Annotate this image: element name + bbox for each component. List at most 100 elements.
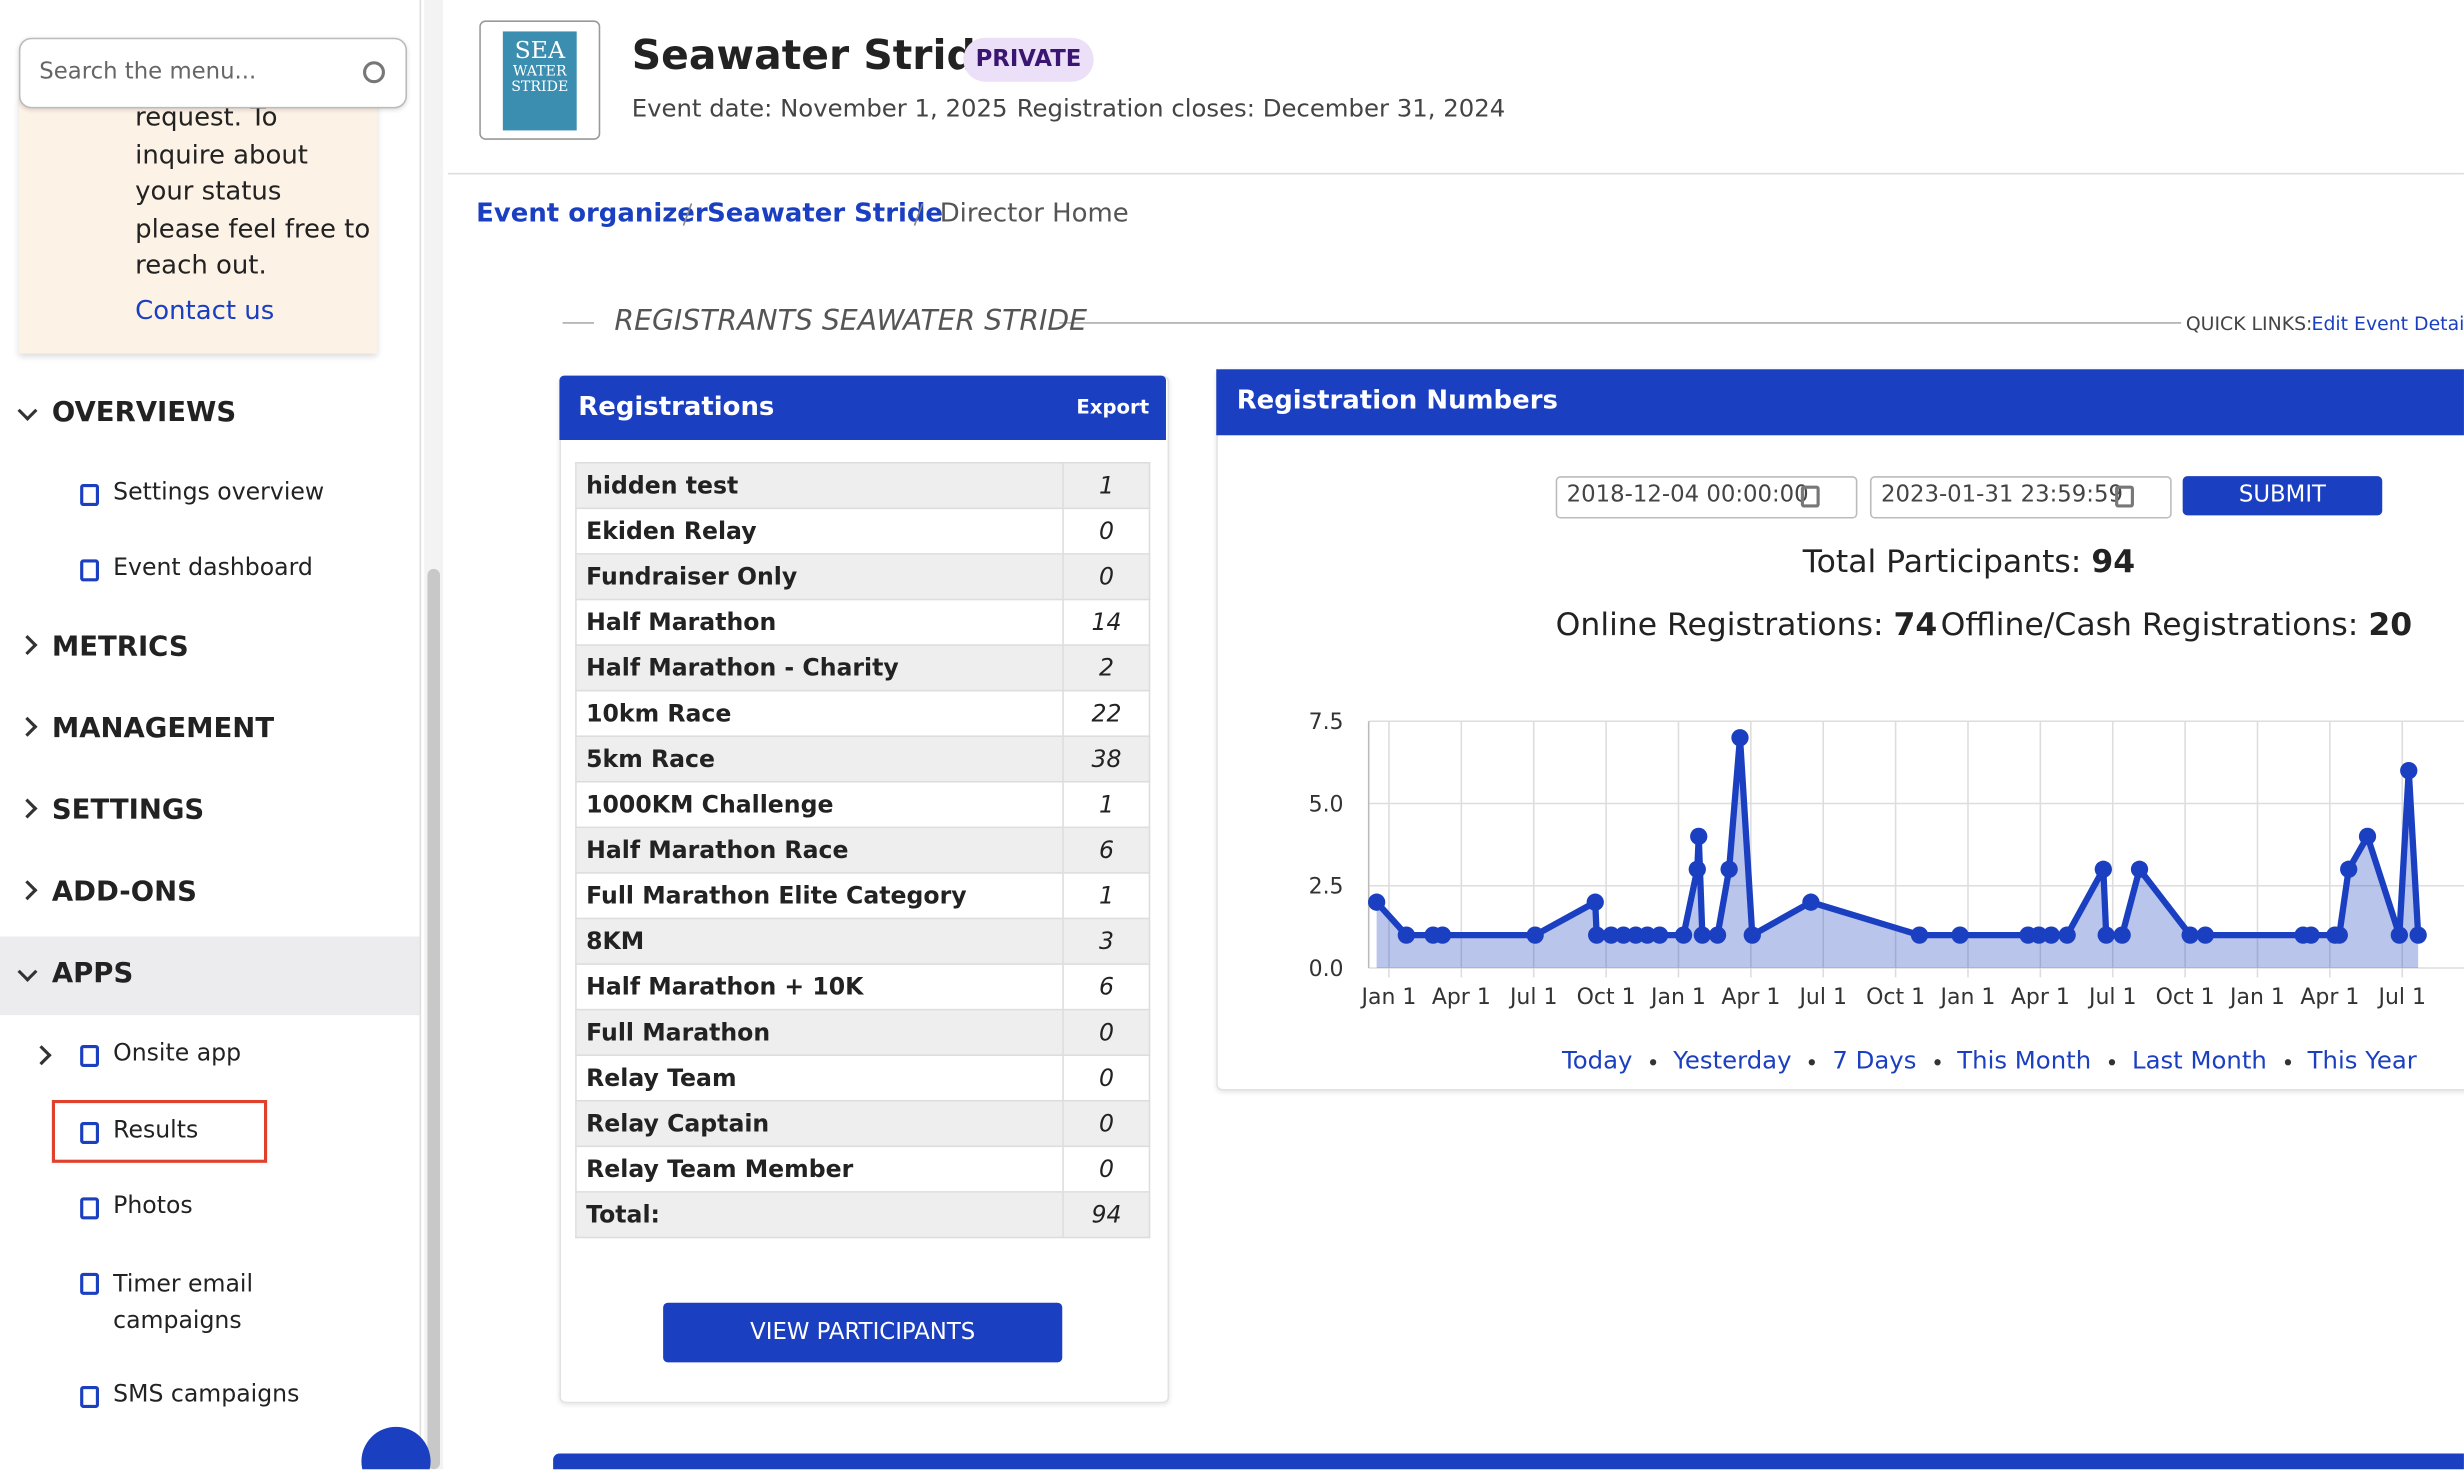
table-row: Ekiden Relay 0 [575,507,1151,555]
section-heading[interactable]: ADD-ONS [51,876,197,909]
x-tick-label: Oct 1 [1866,985,1925,1010]
point [1693,926,1711,944]
panel-header [1216,369,2464,436]
range-link[interactable]: This Year [2307,1046,2417,1075]
apps-highlight [0,936,420,1016]
point [1614,926,1633,944]
submit-button[interactable]: SUBMIT [2182,476,2383,516]
point [2196,926,2215,944]
icon [80,1272,99,1295]
range-link[interactable]: Yesterday [1673,1046,1792,1075]
scrollbar-thumb[interactable] [427,568,440,1470]
row-name: 8KM [575,917,1065,965]
row-value: 1 [1062,872,1151,920]
breadcrumb-link[interactable]: Seawater Stride [707,197,944,228]
breadcrumb-link[interactable]: Event organizer [476,197,708,228]
section-heading[interactable]: APPS [51,958,134,990]
date-input[interactable] [1555,476,1858,519]
view-participants-button[interactable]: VIEW PARTICIPANTS [663,1302,1063,1363]
panel-title: Registration Numbers [1236,384,1558,415]
offline-label: Offline/Cash Registrations: [1940,604,2359,643]
row-value: 0 [1062,553,1151,601]
menu-item[interactable]: Onsite app [113,1038,242,1067]
row-value: 38 [1062,735,1151,783]
point [1651,926,1669,944]
menu-item[interactable]: Event dashboard [113,553,313,582]
icon [80,1385,99,1408]
x-tick-label: Apr 1 [2011,985,2070,1010]
table-row: Full Marathon 0 [575,1008,1151,1056]
menu-item[interactable]: Photos [113,1191,193,1220]
menu-item[interactable]: Settings overview [113,477,325,506]
row-value: 0 [1062,507,1151,555]
calendar-icon[interactable] [2115,485,2134,508]
calendar-icon[interactable] [1800,485,1820,508]
rule [1059,322,2182,324]
y-tick-label: 2.5 [1309,875,1344,900]
point [2094,860,2112,878]
row-value: 1 [1062,461,1151,510]
separator-dot [2284,1058,2291,1065]
table-row: Relay Team Member 0 [575,1145,1151,1193]
logo-text: SEA [514,36,565,65]
logo: SEA WATER STRIDE [502,31,577,131]
range-link[interactable]: This Month [1957,1046,2092,1075]
logo-text: STRIDE [511,80,569,96]
event-date: Event date: November 1, 2025 [631,94,1008,123]
section-heading[interactable]: OVERVIEWS [51,397,237,429]
row-name: 10km Race [575,689,1065,737]
y-tick-label: 0.0 [1309,957,1344,982]
point [1526,926,1544,944]
range-link[interactable]: Today [1561,1046,1633,1075]
point [2042,926,2060,944]
section-title: REGISTRANTS SEAWATER STRIDE [614,304,1088,338]
section-heading[interactable]: SETTINGS [51,795,205,827]
x-tick-label: Jul 1 [2376,985,2426,1010]
separator-dot [1649,1058,1656,1065]
registration-closes: Registration closes: December 31, 2024 [1016,94,1506,123]
point [2330,926,2348,944]
search-icon[interactable] [362,61,385,84]
row-name: Full Marathon [575,1008,1065,1056]
table-row: Fundraiser Only 0 [575,553,1151,601]
menu-item[interactable]: Results [113,1115,199,1144]
range-link[interactable]: Last Month [2131,1046,2267,1075]
export-link[interactable]: Export [1076,394,1150,418]
row-name: hidden test [575,461,1065,510]
search-box[interactable] [18,37,407,109]
point [1743,926,1761,944]
menu-item[interactable]: Timer email campaigns [113,1269,254,1335]
point [1397,926,1415,944]
point [2340,860,2358,878]
date-to: 2023-01-31 23:59:59 [1880,482,2123,508]
logo-frame [479,20,601,140]
icon [80,483,99,506]
range-link[interactable]: 7 Days [1832,1046,1917,1075]
menu-item[interactable]: SMS campaigns [113,1379,300,1408]
highlight-box [51,1099,268,1163]
icon [80,1044,99,1067]
line [1374,734,2422,939]
row-value: 3 [1062,917,1151,965]
point [2130,860,2149,878]
point [1674,926,1693,944]
next-panel-header [553,1453,2464,1470]
point [1720,860,1738,878]
row-name: Half Marathon [575,598,1065,646]
row-name: Half Marathon Race [575,826,1065,874]
row-name: Ekiden Relay [575,507,1065,555]
range-links: Today Yesterday 7 Days This Month Last Month… [1562,1047,2417,1075]
x-tick-label: Apr 1 [2300,985,2359,1010]
online-value: 74 [1893,604,1938,643]
section-heading[interactable]: MANAGEMENT [51,713,275,745]
quick-link[interactable]: Edit Event Details [2311,312,2464,335]
point [1433,926,1452,944]
contact-link[interactable]: Contact us [135,295,275,326]
section-heading[interactable]: METRICS [51,631,189,664]
table-row: Full Marathon Elite Category 1 [575,872,1151,920]
separator-dot [1933,1058,1940,1065]
row-name: Relay Team [575,1054,1065,1102]
date-input[interactable] [1869,476,2172,519]
point [1951,926,1969,944]
